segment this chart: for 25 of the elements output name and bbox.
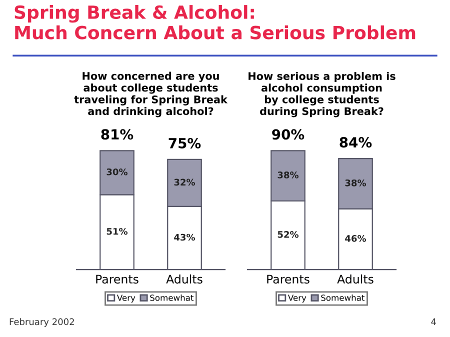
total-label: 75% xyxy=(168,138,201,148)
legend-label: Very xyxy=(288,294,306,303)
total-label: 81% xyxy=(101,129,134,140)
legend-label: Somewhat xyxy=(150,294,194,301)
x-tick-label: Adults xyxy=(337,274,374,284)
text: Spring Break & Alcohol: Much Concern About a Serious Problem xyxy=(14,5,416,40)
data-label: 38% xyxy=(345,179,366,186)
data-label: 52% xyxy=(278,231,299,238)
text: February 2002 xyxy=(10,318,74,327)
chart-title: How serious a problem is alcohol consumption by college students during Spring Break? xyxy=(248,72,396,118)
x-tick-label: Parents xyxy=(96,274,138,284)
x-tick-label: Parents xyxy=(267,274,310,284)
total-label: 90% xyxy=(272,129,304,140)
chart-title: How concerned are you about college students traveling for Spring Break and drinking alcohol? xyxy=(74,72,228,118)
legend-label: Somewhat xyxy=(321,294,365,301)
data-label: 30% xyxy=(106,168,128,176)
data-label: 46% xyxy=(345,234,366,242)
data-label: 43% xyxy=(174,234,196,241)
data-label: 32% xyxy=(174,178,196,186)
legend-label: Very xyxy=(116,294,136,303)
data-label: 38% xyxy=(278,172,299,178)
x-tick-label: Adults xyxy=(166,274,202,284)
total-label: 84% xyxy=(340,137,372,148)
data-label: 51% xyxy=(106,228,128,235)
text: 4 xyxy=(431,318,436,326)
